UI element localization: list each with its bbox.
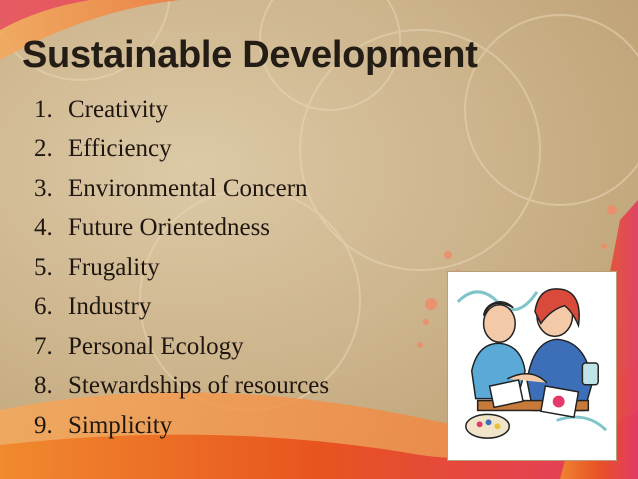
list-item: 3. Environmental Concern xyxy=(34,169,329,209)
list-item-text: Creativity xyxy=(68,95,168,123)
people-working-clipart xyxy=(447,271,617,461)
list-item-number: 9. xyxy=(34,411,53,439)
list-item: 7. Personal Ecology xyxy=(34,327,329,367)
list-item: 2. Efficiency xyxy=(34,130,329,170)
principles-list: 1. Creativity 2. Efficiency 3. Environmenta… xyxy=(34,90,329,446)
list-item-number: 3. xyxy=(34,174,53,202)
list-item-number: 5. xyxy=(34,253,53,281)
list-item-number: 1. xyxy=(34,95,53,123)
list-item-text: Industry xyxy=(68,293,152,321)
slide-title: Sustainable Development xyxy=(22,34,478,76)
list-item: 6. Industry xyxy=(34,288,329,328)
list-item-number: 6. xyxy=(34,293,53,321)
list-item-text: Stewardships of resources xyxy=(68,372,330,400)
clipart-illustration xyxy=(456,288,608,439)
list-item-number: 2. xyxy=(34,135,53,163)
list-item: 4. Future Orientedness xyxy=(34,209,329,249)
list-item-text: Simplicity xyxy=(68,411,173,439)
list-item: 5. Frugality xyxy=(34,248,329,288)
list-item-text: Efficiency xyxy=(68,135,172,163)
list-item-text: Environmental Concern xyxy=(68,174,308,202)
list-item-number: 4. xyxy=(34,214,53,242)
list-item-text: Future Orientedness xyxy=(68,214,271,242)
list-item-number: 7. xyxy=(34,332,53,360)
list-item: 1. Creativity xyxy=(34,90,329,130)
list-item: 8. Stewardships of resources xyxy=(34,367,329,407)
list-item: 9. Simplicity xyxy=(34,406,329,446)
list-item-number: 8. xyxy=(34,372,53,400)
list-item-text: Personal Ecology xyxy=(68,332,244,360)
list-item-text: Frugality xyxy=(68,253,160,281)
